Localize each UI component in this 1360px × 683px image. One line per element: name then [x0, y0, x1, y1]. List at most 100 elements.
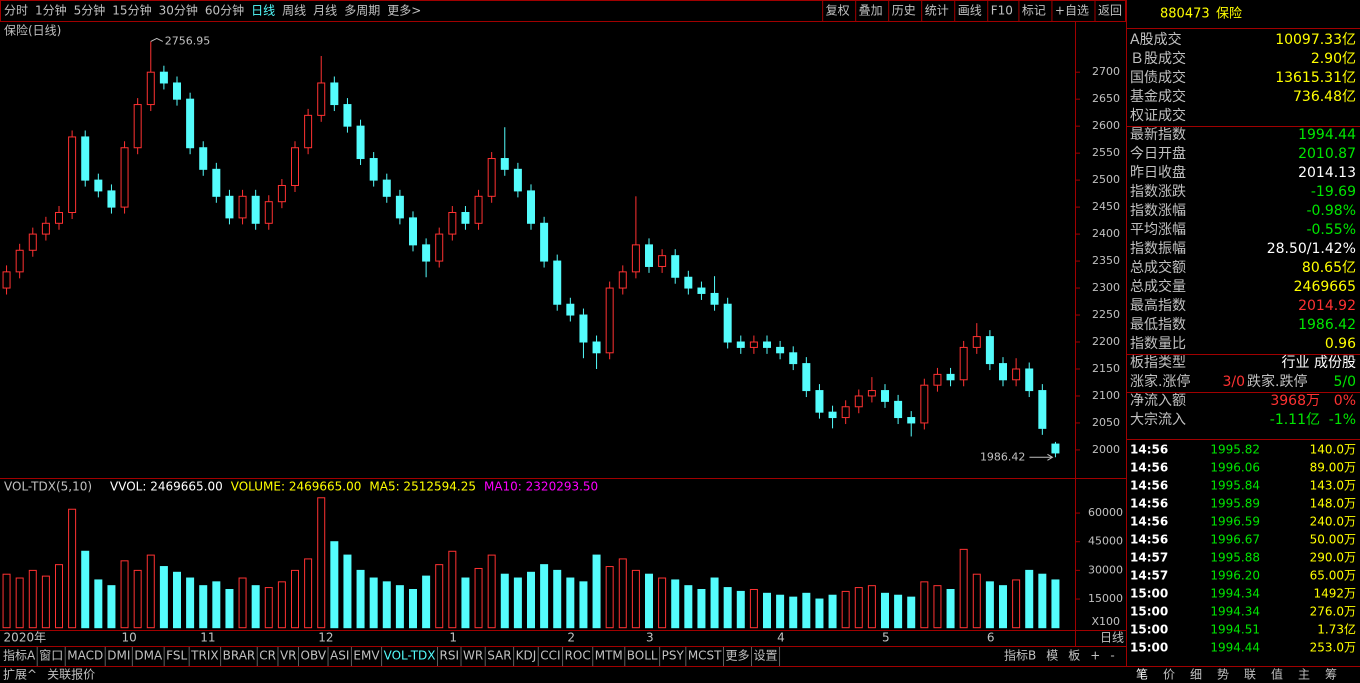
indicator-tab[interactable]: RSI [440, 649, 460, 663]
toolbar-button[interactable]: 15分钟 [112, 3, 151, 18]
indicator-tab[interactable]: MTM [595, 649, 623, 663]
toolbar-button[interactable]: 30分钟 [159, 3, 198, 18]
toolbar-button[interactable]: 复权 [826, 4, 850, 18]
quote-value: -0.55% [1306, 222, 1356, 238]
toolbar-button[interactable]: 标记 [1022, 4, 1046, 18]
indicator-tab[interactable]: WR [463, 649, 483, 663]
quote-value: 2014.13 [1298, 165, 1356, 181]
indicator-tab[interactable]: PSY [662, 649, 685, 663]
toolbar-button[interactable]: 历史 [892, 4, 916, 18]
candle-body [972, 336, 981, 348]
indicator-tab[interactable]: VR [280, 649, 297, 663]
indicator-tab[interactable]: TRIX [190, 649, 218, 663]
candle-body [540, 222, 549, 262]
indicator-tab[interactable]: 模 [1046, 649, 1058, 663]
status-item[interactable]: 关联报价 [47, 667, 95, 682]
indicator-tab[interactable]: VOL-TDX [384, 649, 436, 663]
low-label: 1986.42 [980, 450, 1026, 463]
candle-body [1051, 443, 1060, 454]
status-item[interactable]: 扩展^ [3, 668, 37, 682]
quote-value: 2014.92 [1298, 298, 1356, 314]
volume-bar [212, 581, 221, 629]
toolbar-button[interactable]: 多周期 [344, 4, 380, 18]
panel-tab[interactable]: 值 [1271, 667, 1283, 682]
indicator-tab[interactable]: KDJ [516, 649, 537, 663]
panel-tab[interactable]: 细 [1190, 668, 1202, 682]
volume-bar [802, 592, 811, 629]
candle-body [435, 233, 444, 262]
indicator-tab[interactable]: 更多 [726, 649, 750, 663]
panel-tab[interactable]: 筹 [1325, 668, 1337, 682]
toolbar-button[interactable]: 统计 [925, 4, 949, 18]
candle-body [618, 271, 627, 289]
toolbar-button[interactable]: 周线 [282, 4, 306, 18]
indicator-tab[interactable]: CR [259, 649, 276, 663]
panel-tab[interactable]: 价 [1163, 668, 1175, 682]
volume-bar [658, 577, 667, 629]
panel-tab[interactable]: 笔 [1136, 667, 1148, 682]
toolbar-button[interactable]: 5分钟 [74, 3, 106, 18]
indicator-tab[interactable]: BOLL [627, 649, 658, 663]
indicator-tab[interactable]: 指标B [1004, 648, 1036, 663]
quote-label: 国债成交 [1130, 69, 1186, 86]
volume-bar [933, 585, 942, 629]
toolbar-button[interactable]: 月线 [313, 4, 337, 18]
quote-label: 权证成交 [1130, 107, 1186, 124]
tick-time: 14:56 [1130, 533, 1168, 547]
indicator-tab[interactable]: CCI [540, 649, 560, 663]
x-tick-label: 2020年 [4, 631, 47, 645]
indicator-tab[interactable]: OBV [301, 649, 327, 663]
quote-value: 2.90亿 [1311, 51, 1356, 67]
volume-bar [395, 585, 404, 629]
panel-tab[interactable]: 势 [1217, 668, 1229, 682]
volume-bar [736, 590, 745, 629]
volume-unit: X100 [1091, 615, 1120, 628]
indicator-tab[interactable]: FSL [166, 649, 187, 663]
indicator-tab[interactable]: 板 [1068, 649, 1080, 663]
indicator-tab[interactable]: 窗口 [39, 649, 63, 663]
toolbar-button[interactable]: 60分钟 [205, 3, 244, 18]
indicator-tab[interactable]: ROC [565, 649, 591, 663]
quote-value: 13615.31亿 [1275, 70, 1356, 86]
y-tick-label: 2700 [1092, 65, 1120, 78]
toolbar-button[interactable]: 返回 [1098, 4, 1122, 18]
toolbar-button[interactable]: 更多> [387, 4, 421, 18]
quote-value: 1994.44 [1298, 127, 1356, 143]
indicator-tab[interactable]: DMI [107, 649, 130, 663]
indicator-tab[interactable]: BRAR [223, 649, 256, 663]
toolbar-button[interactable]: 叠加 [859, 4, 883, 18]
toolbar-button[interactable]: 分时 [4, 4, 28, 18]
y-tick-label: 2500 [1092, 173, 1120, 186]
indicator-tab[interactable]: MCST [688, 649, 722, 663]
volume-bar [225, 588, 234, 629]
quote-label: 净流入额 [1130, 393, 1186, 409]
candle-body [776, 346, 785, 354]
volume-bar [723, 587, 732, 629]
panel-tab[interactable]: 主 [1298, 668, 1310, 682]
indicator-tab[interactable]: SAR [487, 649, 511, 663]
indicator-tab[interactable]: DMA [134, 649, 163, 663]
indicator-tab[interactable]: EMV [353, 649, 380, 663]
indicator-tab[interactable]: ASI [330, 649, 349, 663]
toolbar-button[interactable]: 画线 [958, 4, 982, 18]
indicator-tab[interactable]: - [1110, 649, 1114, 663]
tick-price: 1995.84 [1210, 479, 1260, 493]
candle-body [1025, 368, 1034, 392]
indicator-tab[interactable]: + [1090, 649, 1100, 663]
panel-tab[interactable]: 联 [1244, 668, 1256, 682]
indicator-tab[interactable]: 指标A [3, 648, 36, 663]
volume-bar [173, 571, 181, 629]
volume-bar [592, 554, 601, 629]
indicator-tab[interactable]: 设置 [754, 649, 778, 663]
candle-body [28, 233, 37, 251]
indicator-tab[interactable]: MACD [67, 649, 103, 663]
toolbar-button[interactable]: +自选 [1055, 4, 1089, 18]
volume-bar [1038, 573, 1047, 629]
toolbar-button[interactable]: 日线 [251, 4, 275, 18]
candle-body [684, 276, 693, 289]
volume-bar [1012, 579, 1021, 629]
candle-body [422, 244, 431, 262]
toolbar-button[interactable]: 1分钟 [35, 3, 67, 18]
y-tick-label: 2650 [1092, 92, 1120, 105]
toolbar-button[interactable]: F10 [991, 4, 1013, 18]
